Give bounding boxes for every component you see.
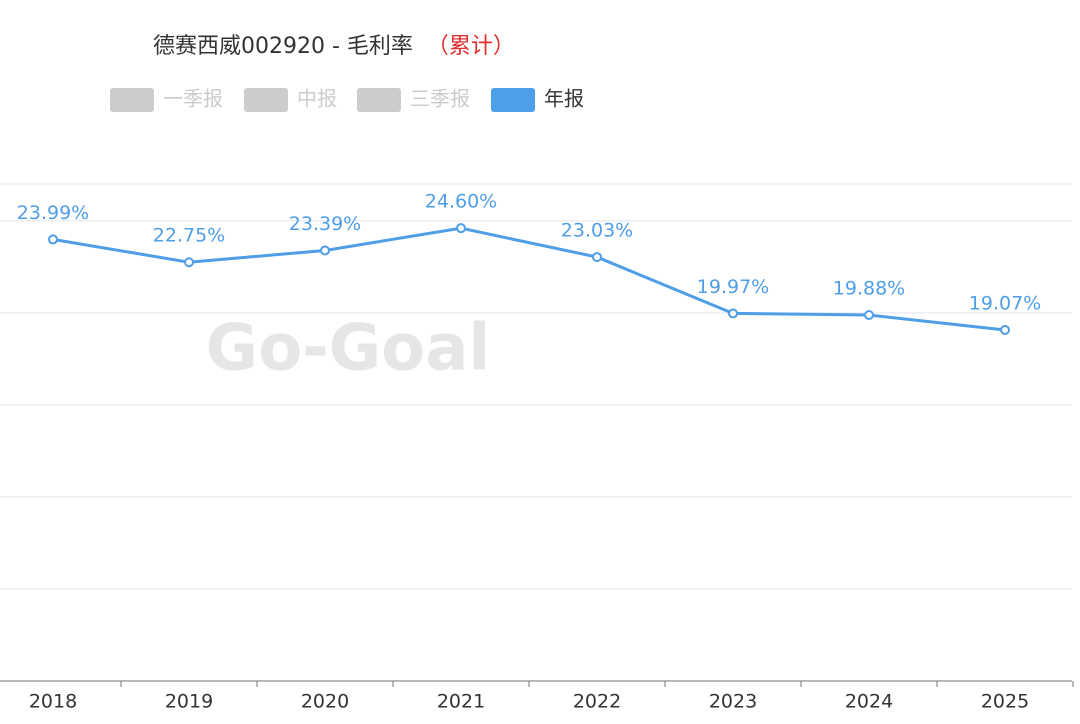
data-label: 19.88%: [833, 278, 905, 300]
point: [1000, 324, 1010, 335]
data-label: 19.07%: [969, 292, 1041, 314]
x-tick-label: 2025: [981, 691, 1029, 713]
x-tick-label: 2019: [165, 691, 213, 713]
point: [48, 234, 58, 245]
legend-label[interactable]: 年报: [544, 87, 584, 111]
legend-label[interactable]: 一季报: [163, 87, 223, 111]
chart-title: 德赛西威002920 - 毛利率 （累计）: [153, 34, 515, 59]
x-tick-label: 2020: [301, 691, 349, 713]
legend-swatch[interactable]: [110, 88, 154, 112]
point: [456, 223, 466, 234]
x-tick-label: 2021: [437, 691, 485, 713]
legend-swatch[interactable]: [244, 88, 288, 112]
data-label: 23.99%: [17, 202, 89, 224]
legend-label[interactable]: 三季报: [410, 87, 470, 111]
point: [320, 245, 330, 256]
data-label: 22.75%: [153, 225, 225, 247]
point: [184, 257, 194, 268]
x-tick-label: 2018: [29, 691, 77, 713]
legend-swatch[interactable]: [491, 88, 535, 112]
point: [592, 252, 602, 263]
legend-swatch[interactable]: [357, 88, 401, 112]
data-label: 24.60%: [425, 191, 497, 213]
data-label: 19.97%: [697, 276, 769, 298]
data-label: 23.03%: [561, 220, 633, 242]
legend-label[interactable]: 中报: [297, 87, 337, 111]
point: [728, 308, 738, 319]
watermark: Go-Goal: [206, 312, 491, 386]
subtitle: （累计）: [427, 34, 515, 59]
x-tick-label: 2024: [845, 691, 893, 713]
x-tick-label: 2022: [573, 691, 621, 713]
line: [52, 226, 1006, 332]
title: 德赛西威002920 - 毛利率: [153, 34, 413, 59]
point: [864, 310, 874, 321]
data-label: 23.39%: [289, 213, 361, 235]
x-tick-label: 2023: [709, 691, 757, 713]
